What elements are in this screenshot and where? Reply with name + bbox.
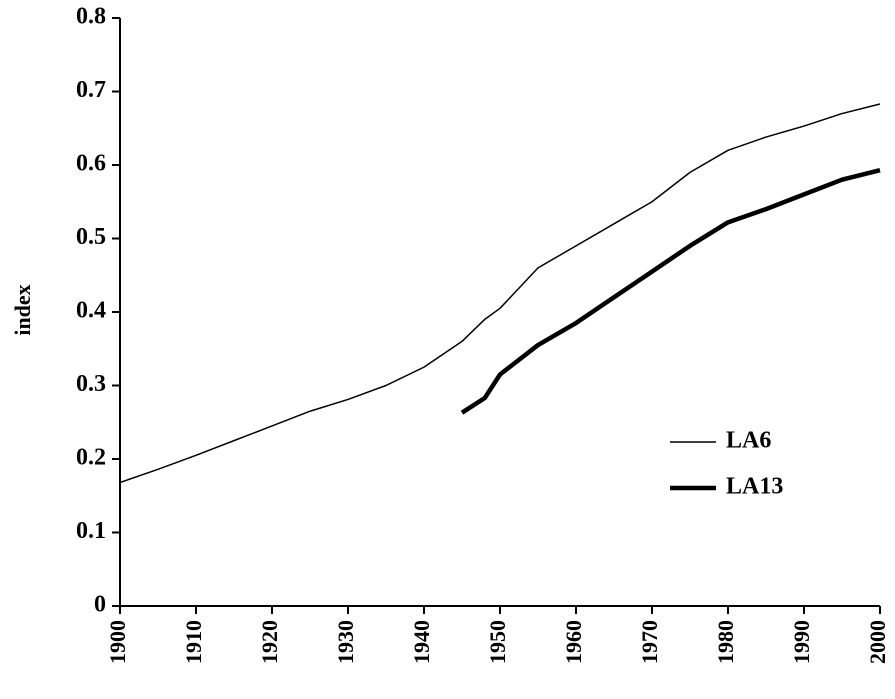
y-axis-label: index — [10, 284, 35, 335]
y-tick-label: 0.4 — [76, 298, 106, 324]
legend-label: LA6 — [726, 428, 771, 454]
y-tick-label: 0 — [94, 592, 106, 618]
y-tick-label: 0.1 — [76, 518, 106, 544]
y-tick-label: 0.3 — [76, 371, 106, 397]
y-tick-label: 0.6 — [76, 151, 106, 177]
x-tick-label: 1930 — [333, 620, 358, 664]
x-tick-label: 1920 — [257, 620, 282, 664]
y-tick-label: 0.7 — [76, 77, 106, 103]
x-tick-label: 2000 — [865, 620, 890, 664]
y-tick-label: 0.2 — [76, 445, 106, 471]
x-tick-label: 1950 — [485, 620, 510, 664]
x-tick-label: 1940 — [409, 620, 434, 664]
legend-label: LA13 — [726, 474, 783, 500]
x-tick-label: 1990 — [789, 620, 814, 664]
x-tick-label: 1980 — [713, 620, 738, 664]
y-tick-label: 0.8 — [76, 4, 106, 30]
x-tick-label: 1970 — [637, 620, 662, 664]
line — [460, 167, 881, 415]
y-tick-label: 0.5 — [76, 224, 106, 250]
line — [119, 103, 881, 484]
x-tick-label: 1910 — [181, 620, 206, 664]
x-tick-label: 1960 — [561, 620, 586, 664]
x-tick-label: 1900 — [105, 620, 130, 664]
